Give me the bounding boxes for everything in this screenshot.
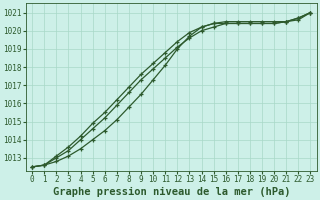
X-axis label: Graphe pression niveau de la mer (hPa): Graphe pression niveau de la mer (hPa)	[52, 186, 290, 197]
